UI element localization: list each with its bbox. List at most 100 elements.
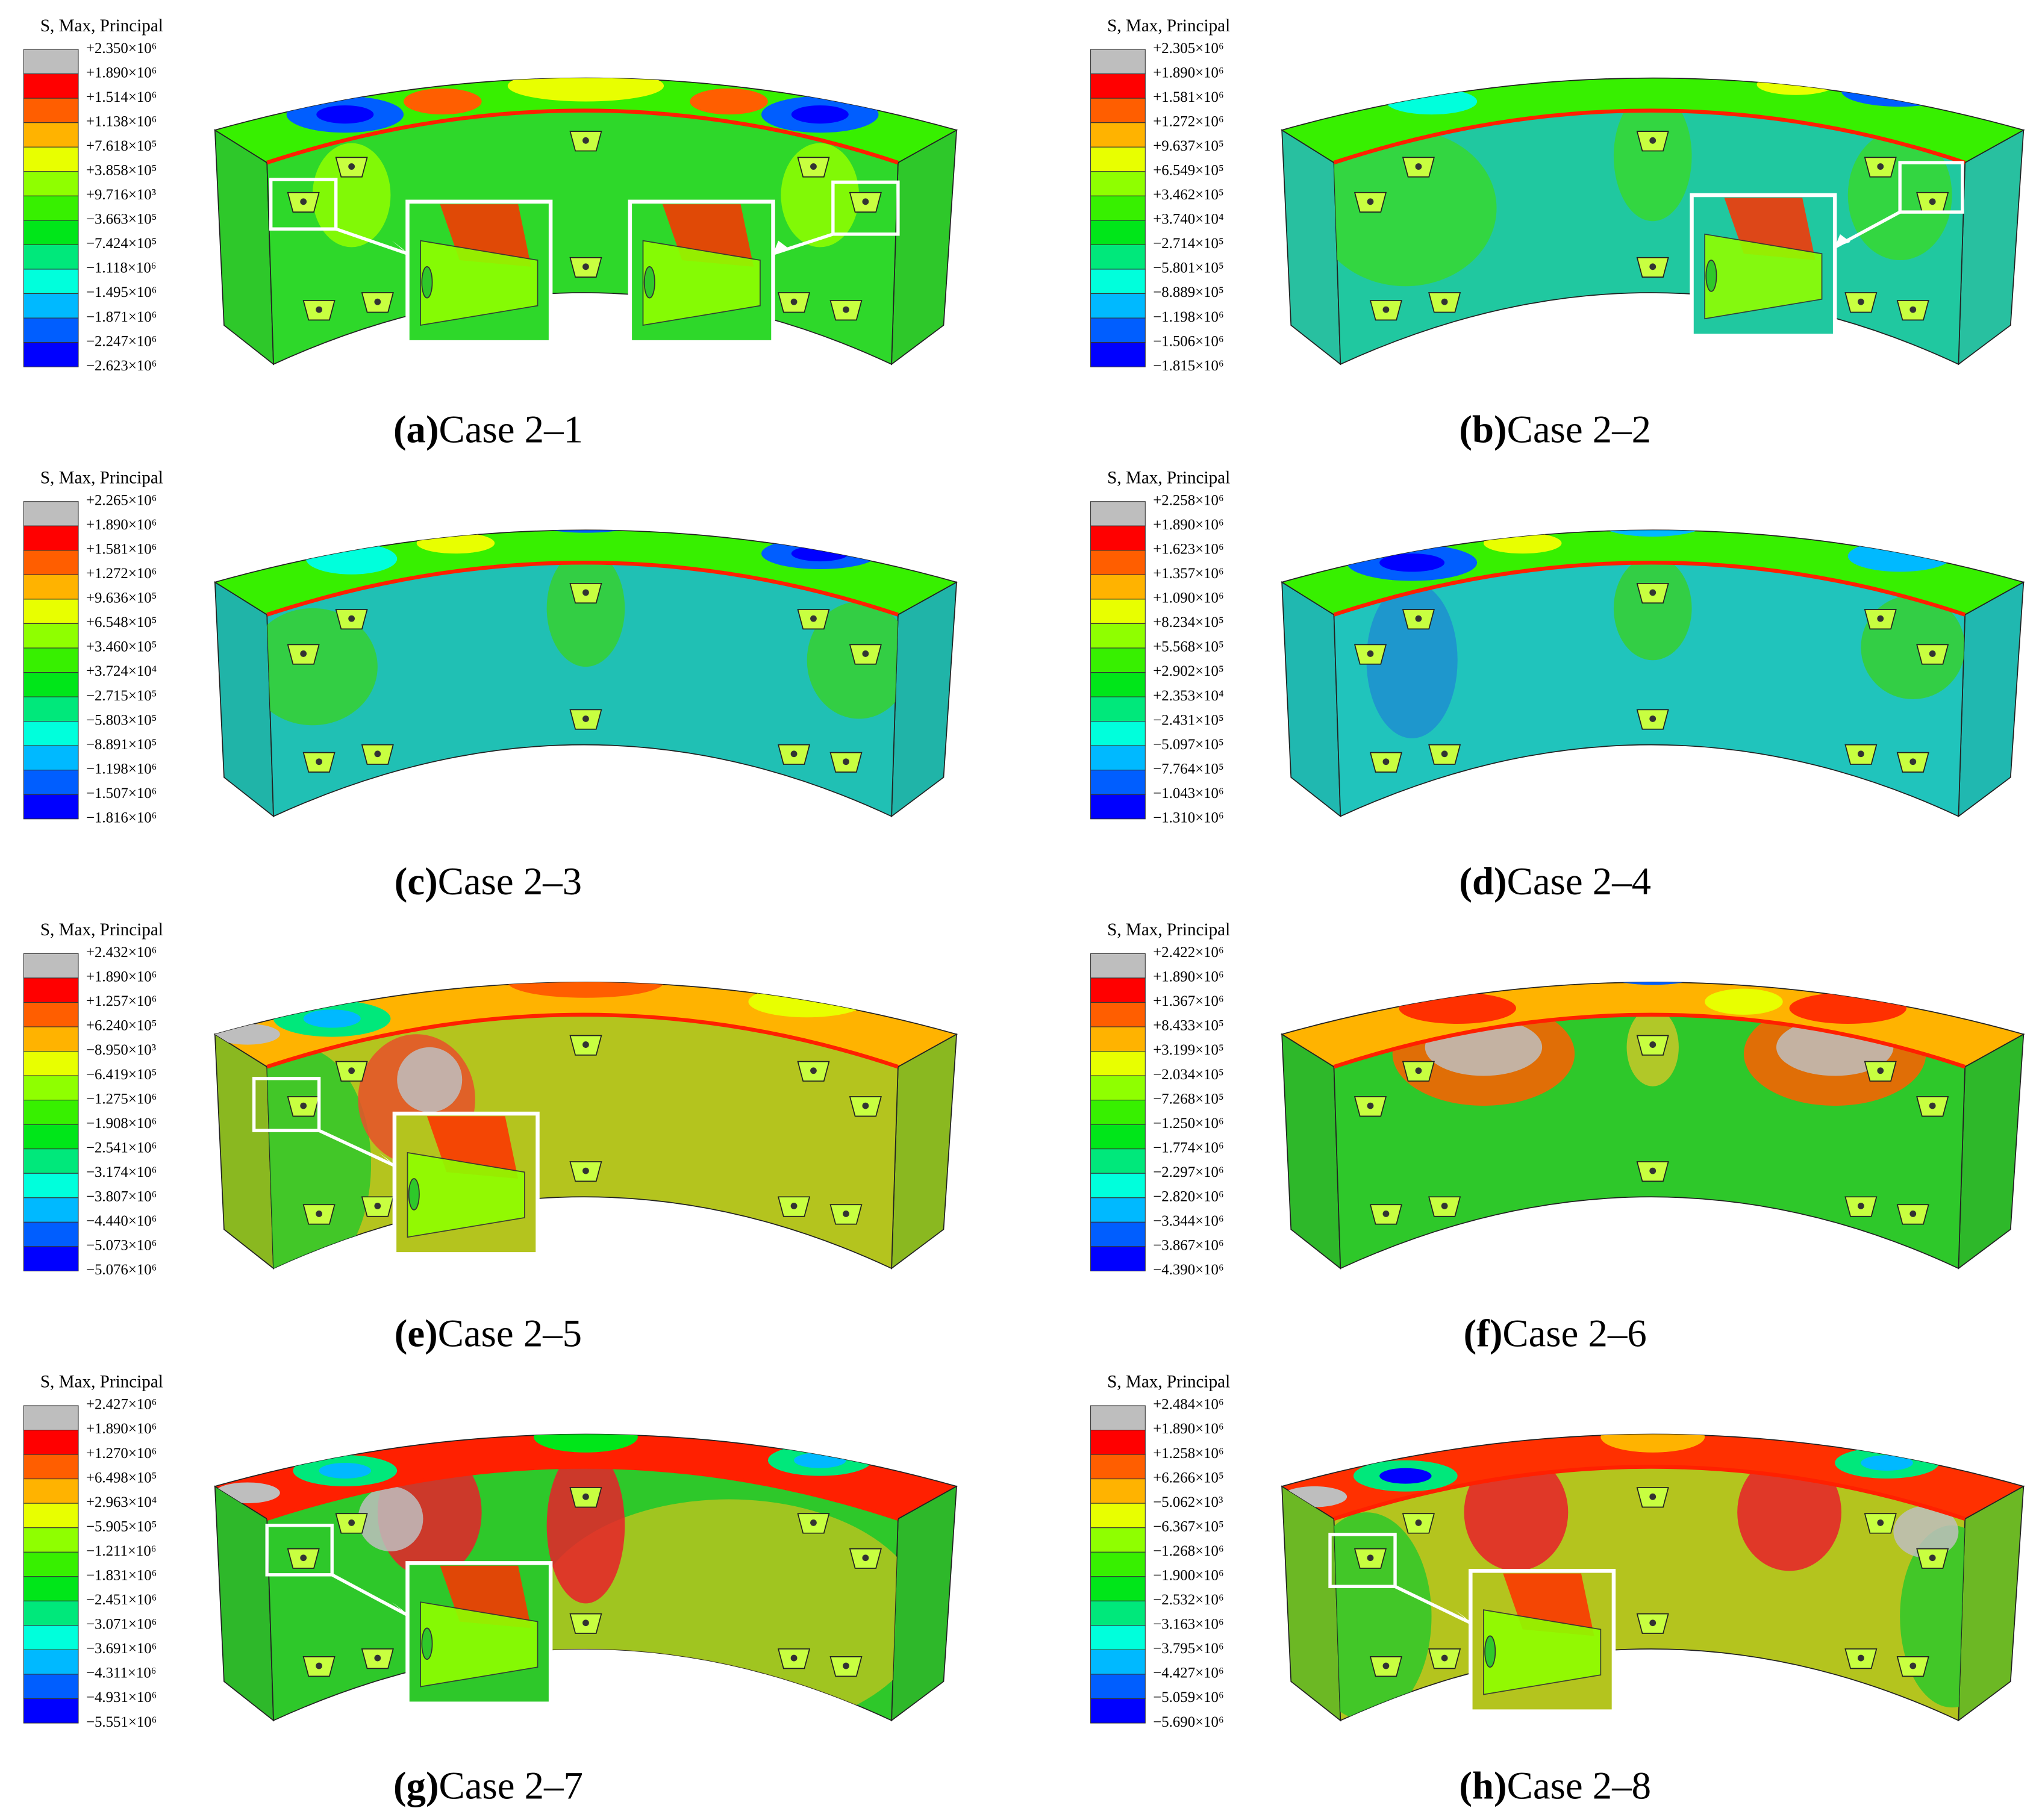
legend-value: +2.258×10⁶ [1153,492,1223,508]
contour [748,986,866,1018]
contour [534,1434,638,1453]
anchor-hole [316,1662,323,1669]
anchor-hole [1929,650,1936,657]
contour [1789,993,1906,1024]
legend-value: +2.353×10⁴ [1153,688,1223,704]
arrow [331,1573,408,1617]
legend-band [1090,794,1146,820]
legend-value: +2.963×10⁴ [86,1494,157,1510]
legend-band [1090,1625,1146,1650]
legend-value: +9.636×10⁵ [86,590,157,606]
legend-band [23,171,79,196]
legend-band [23,1454,79,1480]
top-contours [286,78,879,133]
legend-band [23,1600,79,1626]
inset-pocket [420,1601,539,1688]
legend-band [23,122,79,148]
legend-value: +6.548×10⁵ [86,614,157,631]
side-face [891,1485,958,1722]
legend-value: −8.891×10⁵ [86,737,157,753]
legend-value: +1.890×10⁶ [1153,969,1223,985]
legend-band [1090,1503,1146,1529]
legend-value: −1.900×10⁶ [1153,1568,1223,1584]
anchor-hole [300,650,307,657]
legend-band [23,49,79,75]
inset-pocket [1704,233,1823,320]
side-face [214,1033,274,1270]
caption-text: Case 2–6 [1502,1312,1646,1356]
legend-value: +9.637×10⁵ [1153,138,1223,154]
caption-letter: (c) [395,860,438,903]
legend-title: S, Max, Principal [40,1373,163,1392]
legend-value: −5.062×10³ [1153,1494,1223,1510]
legend-value: +3.740×10⁴ [1153,211,1223,228]
legend-value: +2.484×10⁶ [1153,1397,1223,1413]
legend-band [1090,501,1146,526]
legend-value: −1.198×10⁶ [86,761,157,777]
anchor-hole [1441,750,1448,758]
anchor-hole [1929,1554,1936,1562]
highlight-box [1898,161,1964,214]
side-face [1281,1485,1341,1722]
anchor-hole [374,298,381,305]
legend-value: +2.350×10⁶ [86,40,157,57]
legend-value: −2.451×10⁶ [86,1592,157,1608]
legend-value: −5.905×10⁵ [86,1518,157,1535]
legend-band [1090,1197,1146,1223]
legend-band [1090,647,1146,673]
legend-band [23,1246,79,1271]
anchor-hole [1382,758,1390,765]
legend-band [23,1479,79,1504]
legend-value: −5.801×10⁵ [1153,260,1223,276]
legend-band [1090,721,1146,746]
legend-value: +1.890×10⁶ [1153,64,1223,81]
legend-value: −5.690×10⁶ [1153,1714,1223,1730]
legend-value: +1.138×10⁶ [86,113,157,129]
legend-band [23,1197,79,1223]
contour [1737,1466,1841,1571]
legend-value: −7.268×10⁵ [1153,1091,1223,1107]
contour [1613,563,1692,661]
anchor-hole [1649,1493,1656,1500]
contour [553,510,618,525]
legend-value: +1.890×10⁶ [86,969,157,985]
legend-band [1090,745,1146,771]
legend-band [23,1075,79,1101]
anchor-hole [1382,1210,1390,1217]
arrow-head [1835,234,1851,248]
legend-value: +6.549×10⁵ [1153,163,1223,179]
anchor-hole [300,198,307,205]
legend-value: +6.498×10⁵ [86,1469,157,1486]
legend-value: −2.820×10⁶ [1153,1189,1223,1205]
legend-value: +1.623×10⁶ [1153,541,1223,558]
anchor-hole [1441,1654,1448,1662]
anchor-hole [1857,298,1864,305]
legend-value: −5.059×10⁶ [1153,1689,1223,1706]
anchor-hole [1909,306,1917,313]
legend-value: −8.889×10⁵ [1153,284,1223,301]
legend-value: −1.250×10⁶ [1153,1115,1223,1132]
legend-value: −1.507×10⁶ [86,785,157,802]
anchor-hole [790,1654,798,1662]
legend-band [23,195,79,221]
legend-value: −1.118×10⁶ [86,260,156,276]
legend-value: −4.311×10⁶ [86,1665,156,1681]
legend-value: −2.297×10⁶ [1153,1164,1223,1180]
legend-band [23,1527,79,1553]
legend-band [23,269,79,295]
legend-value: +1.581×10⁶ [86,541,157,558]
anchor-hole [1367,650,1374,657]
legend-band [23,98,79,123]
legend-band [1090,599,1146,624]
inset-hole [421,1627,433,1660]
anchor-hole [1929,1102,1936,1109]
panel: S, Max, Principal +2.265×10⁶ +1.890×10⁶ +1.… [23,468,958,903]
anchor-hole [582,589,589,596]
legend-value: −1.495×10⁶ [86,284,157,301]
caption-letter: (b) [1459,408,1507,451]
anchor-hole [374,1203,381,1209]
anchor-hole [1857,1203,1864,1209]
anchor-hole [1909,1210,1917,1217]
legend-title: S, Max, Principal [40,920,163,940]
legend-value: −5.076×10⁶ [86,1262,157,1278]
